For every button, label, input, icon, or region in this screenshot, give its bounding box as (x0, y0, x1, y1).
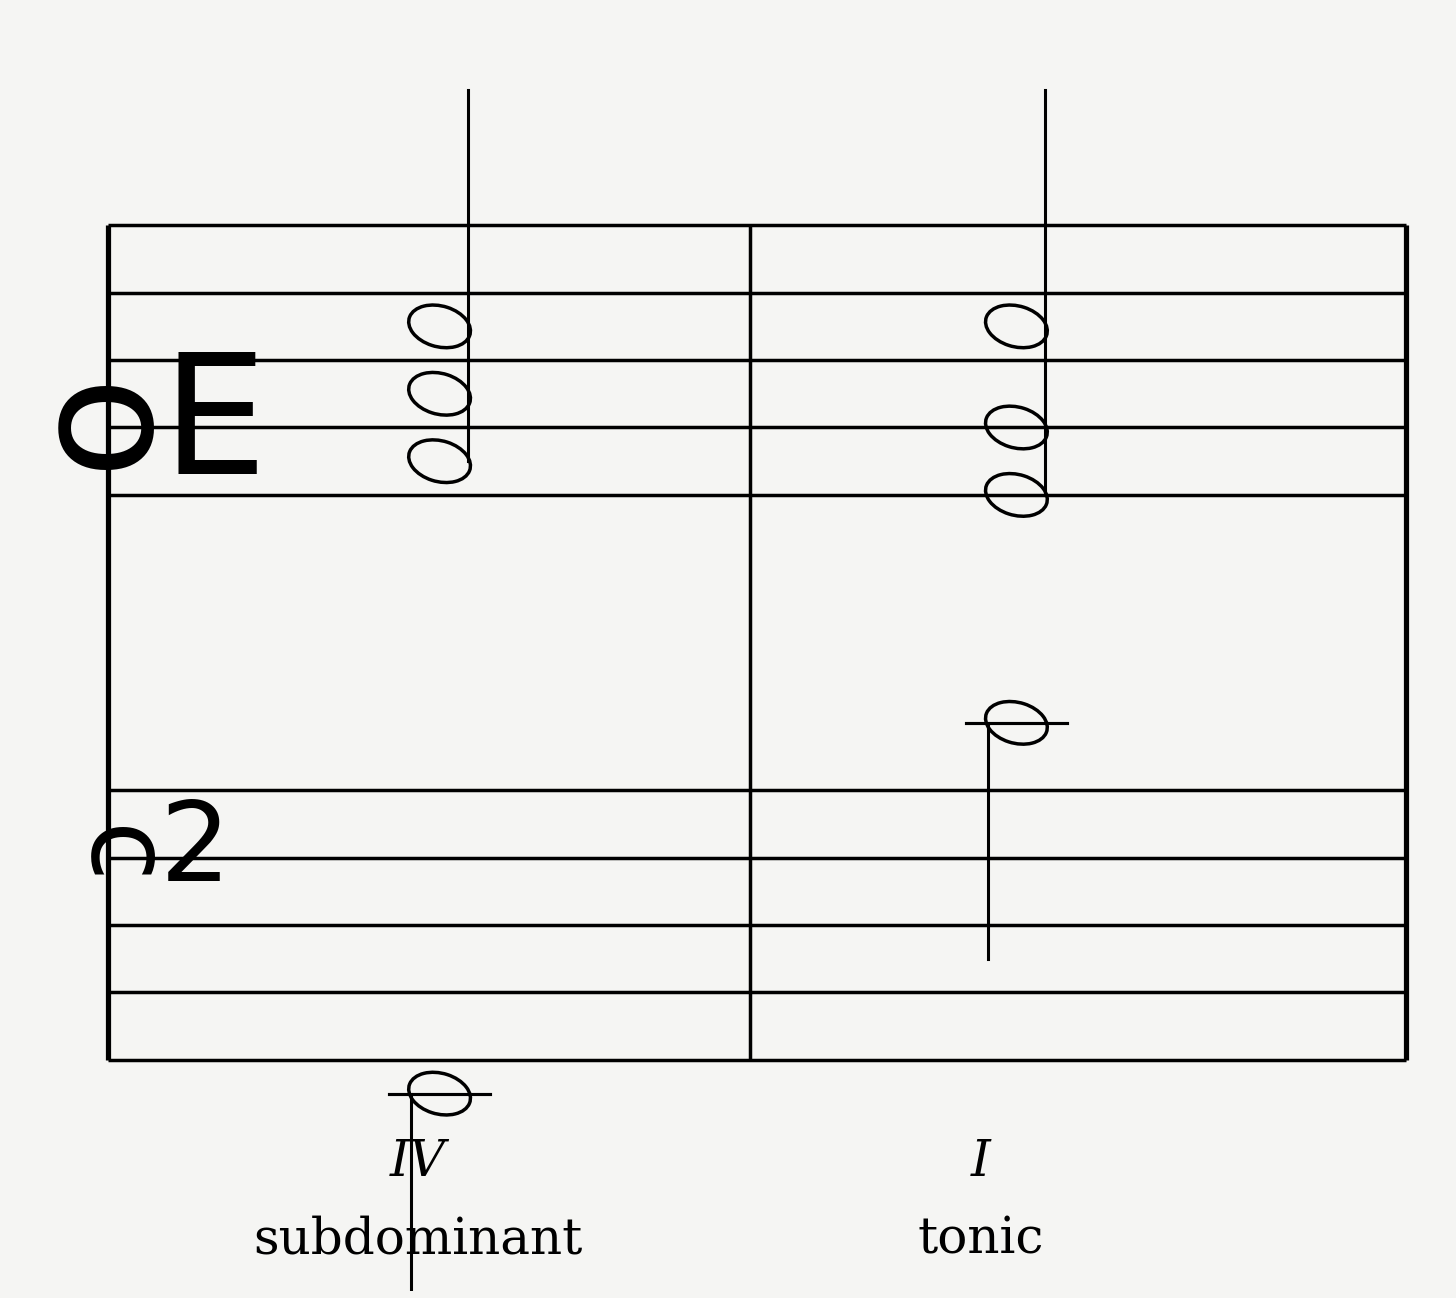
Text: IV: IV (390, 1138, 446, 1188)
Text: subdominant: subdominant (253, 1215, 582, 1264)
Text: ᴒ2: ᴒ2 (84, 797, 232, 905)
Text: ᴑE: ᴑE (48, 347, 268, 509)
Text: I: I (971, 1138, 990, 1188)
Text: tonic: tonic (917, 1215, 1044, 1264)
